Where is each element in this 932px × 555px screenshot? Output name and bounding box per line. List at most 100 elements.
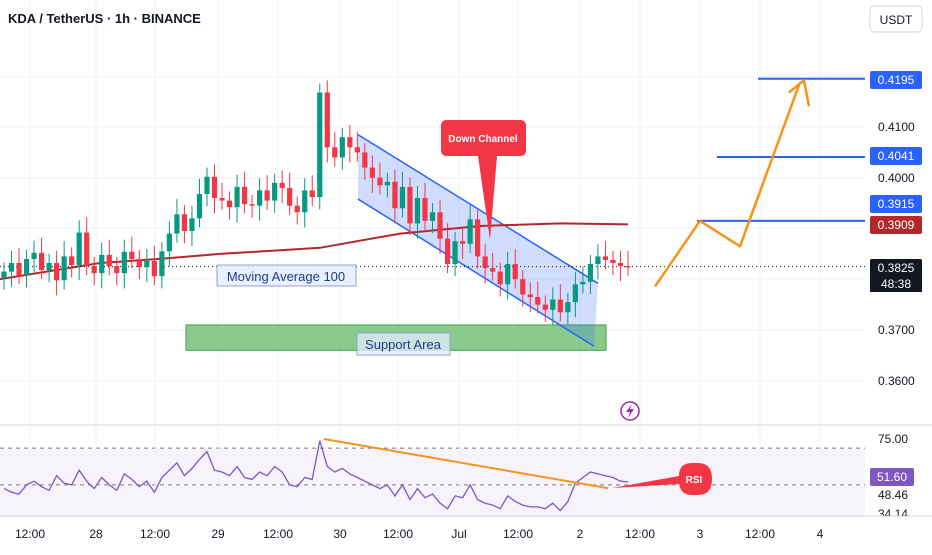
candle-down [610,259,616,264]
rsi-trendline [323,438,609,490]
channel-lower-line [357,198,595,347]
currency-button[interactable]: USDT [869,5,923,33]
time-tick-label: 12:00 [745,527,775,541]
price-tick-label: 0.3600 [878,374,915,388]
candle-up [302,190,308,213]
candle-down [527,294,533,298]
time-tick-label: 3 [697,527,704,541]
candle-down [309,190,315,198]
time-axis: 12:00 28 12:00 29 12:00 30 12:00 Jul 12:00 2 12:00… [0,515,932,550]
channel-upper-line [357,133,599,284]
candle-down [617,263,624,267]
candle-up [429,212,436,221]
rsi-callout [612,463,712,495]
candle-down [520,279,526,295]
candle-down [602,256,609,260]
candle-up [505,264,511,285]
rsi-label: RSI [686,475,703,486]
candle-down [151,260,157,277]
candle-up [76,232,82,266]
price-axis: 0.4100 0.4000 0.3700 0.3600 0.4195 0.4041 0.39… [865,36,932,521]
candle-up [8,263,15,272]
time-tick-label: 2 [577,527,584,541]
candle-down [625,266,631,268]
candle-down [362,152,368,168]
candle-up [166,233,172,252]
time-tick-label: 12:00 [140,527,170,541]
candle-up [384,181,391,186]
candle-up [580,281,586,285]
candle-down [324,92,330,148]
price-badge [870,71,922,89]
candle-up [317,92,323,198]
annotation-layer-front: Moving Average 100 Support Area Down Chann… [216,79,811,421]
candle-up [196,193,203,219]
candle-down [241,186,248,205]
candle-down [54,263,60,281]
time-tick-label: 12:00 [263,527,293,541]
down-channel-callout [441,120,526,240]
candle-up [272,182,278,201]
time-tick-label: 28 [89,527,103,541]
candle-down [249,204,255,206]
candle-down [512,264,518,280]
time-tick-label: Jul [451,527,466,541]
rsi-value-label: 51.60 [877,470,907,484]
candle-down [535,297,541,305]
moving-average-line [0,222,629,281]
down-channel-label: Down Channel [448,134,518,145]
candle-down [114,266,120,274]
countdown-badge [870,276,922,292]
time-axis-background [0,516,932,550]
time-tick-label: 12:00 [383,527,413,541]
candle-up [46,263,52,271]
price-tick-label: 0.4100 [878,120,915,134]
time-tick-label: 12:00 [503,527,533,541]
moving-average-label-box [216,264,357,287]
candle-down [264,190,270,201]
candle-down [422,198,428,221]
lightning-bolt-icon [626,404,634,418]
candle-down [106,254,112,267]
candle-down [136,258,142,268]
price-badge [870,147,922,165]
candle-up [572,284,578,303]
currency-button-frame[interactable] [869,5,923,33]
candle-down [444,238,451,265]
candle-down [16,263,22,276]
candle-up [565,302,571,313]
candle-up [204,176,210,194]
chart-title: KDA / TetherUS · 1h · BINANCE [8,11,201,26]
candle-down [475,219,481,257]
projection-path [653,81,802,288]
price-badge [870,216,922,234]
candle-down [219,198,225,201]
candle-up [399,186,406,209]
support-label-box [356,332,451,356]
candle-up [257,190,263,206]
candle-up [467,219,473,244]
price-badge-label: 0.4041 [878,149,915,163]
candle-down [332,147,338,158]
rsi-line [3,440,629,512]
rsi-value-badge [870,468,914,486]
candle-down [226,200,233,208]
time-tick-label: 4 [817,527,824,541]
price-badge [870,259,922,277]
candle-up [1,271,7,278]
candle-down [460,241,466,244]
time-tick-label: 30 [333,527,347,541]
candle-down [369,167,375,178]
candle-up [587,264,594,282]
candle-down [38,252,45,271]
candle-up [452,241,458,265]
price-tick-label: 0.3700 [878,323,915,337]
candle-down [377,177,383,186]
candle-up [31,252,37,259]
price-tick-label: 0.4000 [878,171,915,185]
currency-button-label[interactable]: USDT [880,13,913,27]
time-tick-label: 12:00 [15,527,45,541]
candle-down [294,205,300,213]
